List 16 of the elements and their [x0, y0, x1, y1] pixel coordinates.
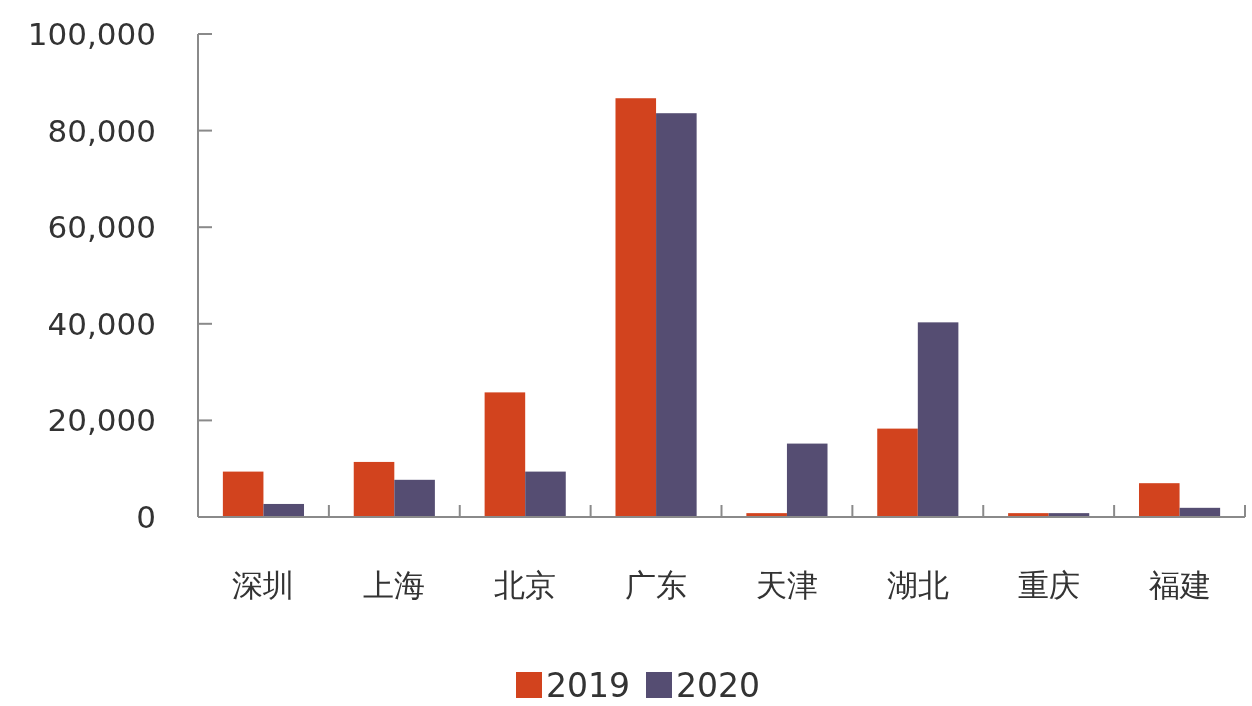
- x-tick-label: 重庆: [1017, 567, 1080, 603]
- x-tick-label: 福建: [1148, 567, 1211, 603]
- y-tick-label: 80,000: [47, 112, 156, 149]
- y-tick-label: 0: [136, 499, 156, 535]
- x-tick-label: 湖北: [886, 567, 949, 603]
- x-tick-label: 天津: [755, 567, 818, 603]
- legend-label: 2019: [546, 665, 630, 705]
- y-tick-label: 100,000: [27, 16, 156, 52]
- y-tick-label: 20,000: [47, 402, 156, 439]
- x-tick-label: 深圳: [232, 567, 295, 603]
- x-tick-label: 广东: [625, 567, 688, 603]
- legend-label: 2020: [676, 665, 760, 705]
- x-tick-label: 上海: [363, 567, 426, 603]
- y-tick-label: 40,000: [47, 305, 156, 342]
- y-tick-label: 60,000: [47, 209, 156, 246]
- x-tick-label: 北京: [494, 567, 557, 603]
